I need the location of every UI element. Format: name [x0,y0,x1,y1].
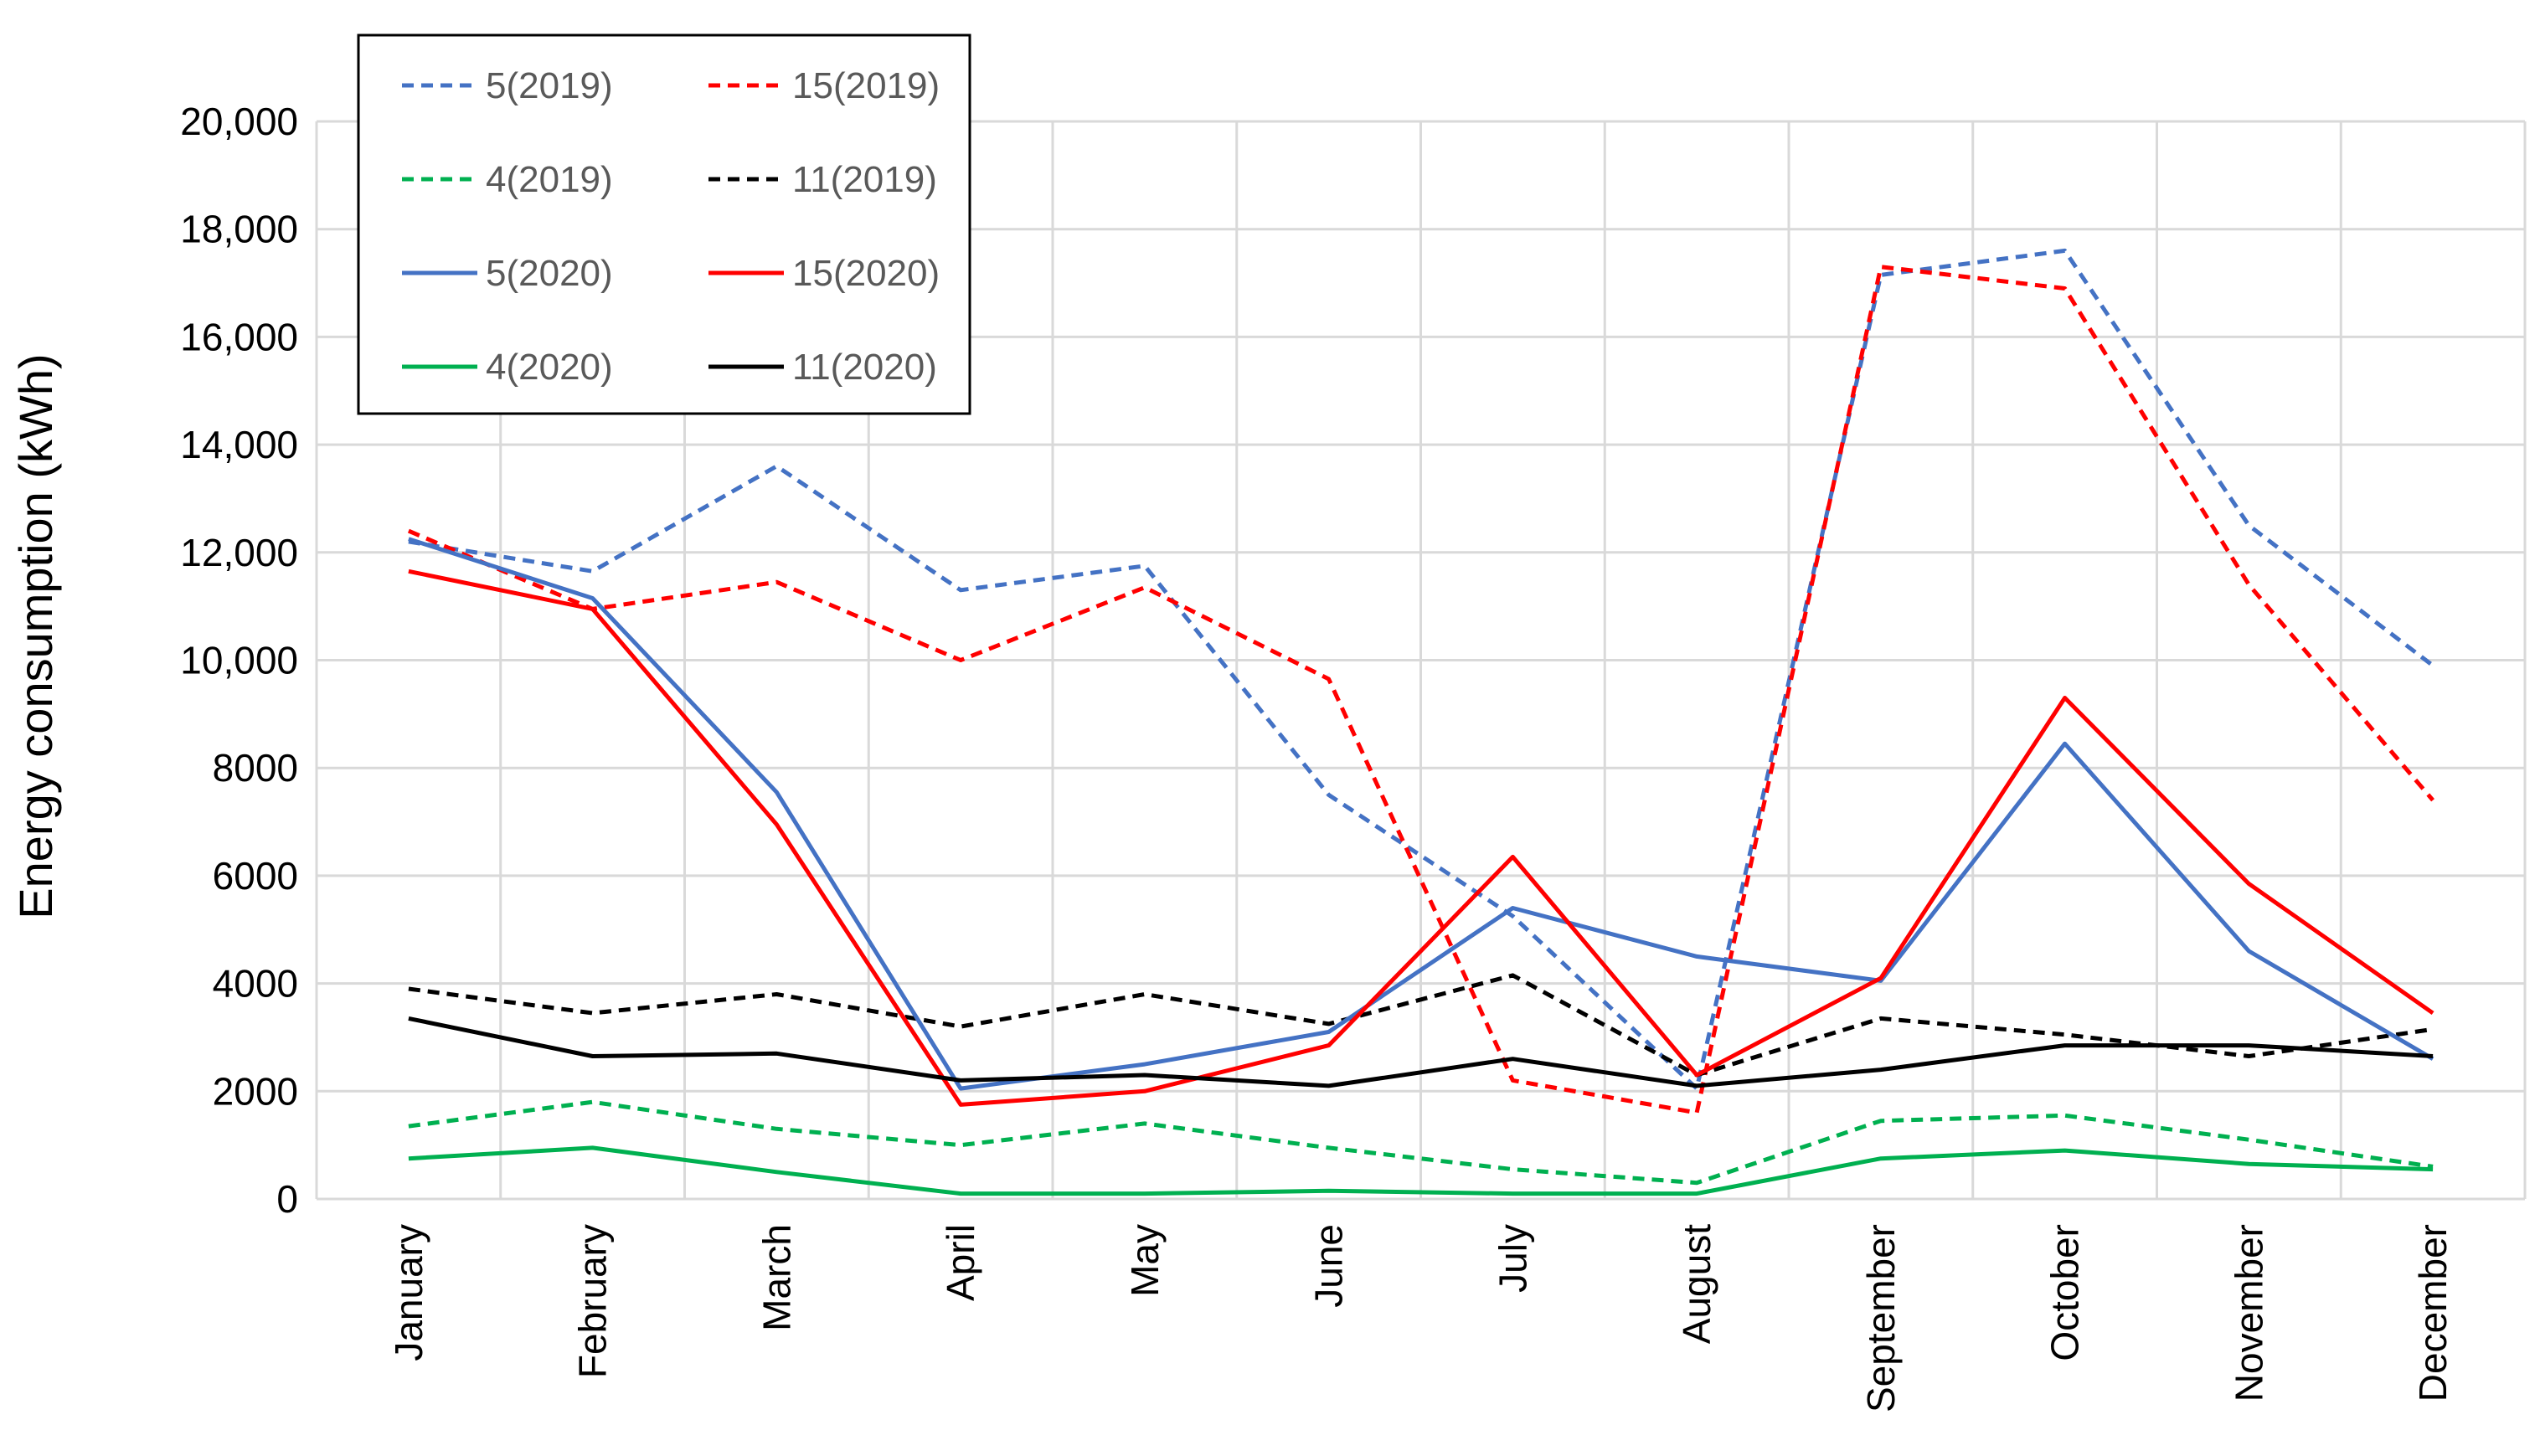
x-tick-label: July [1491,1224,1534,1293]
series-line-5(2020) [408,537,2434,1091]
y-axis-title: Energy consumption (kWh) [9,353,62,918]
legend-label: 11(2019) [792,159,937,200]
y-tick-label: 2000 [213,1069,298,1113]
y-tick-label: 16,000 [180,315,298,358]
legend-label: 4(2020) [486,347,613,388]
series-line-11(2019) [408,973,2434,1078]
x-tick-label: May [1123,1224,1167,1297]
y-tick-label: 0 [276,1177,298,1221]
x-tick-label: June [1307,1224,1351,1308]
series-lines [407,248,2435,1196]
legend-label: 5(2019) [486,65,613,106]
y-tick-label: 4000 [213,962,298,1006]
x-tick-label: September [1859,1224,1903,1412]
legend-label: 4(2019) [486,159,613,200]
x-tick-label: February [571,1224,615,1378]
legend-label: 11(2020) [792,347,937,388]
legend-label: 5(2020) [486,253,613,294]
x-tick-labels: January February March April May June July Augu… [387,1224,2455,1412]
y-tick-label: 20,000 [180,100,298,143]
y-tick-label: 6000 [213,854,298,898]
y-tick-label: 18,000 [180,208,298,251]
x-tick-label: April [939,1224,982,1301]
series-line-5(2019) [408,248,2434,1091]
x-tick-label: December [2411,1224,2455,1402]
legend: 5(2019) 15(2019) 4(2019) 11(2019) 5(2020) 15(… [357,33,971,415]
series-line-15(2020) [408,569,2434,1107]
x-tick-label: November [2227,1224,2270,1402]
x-tick-label: October [2043,1224,2087,1361]
x-tick-label: January [387,1224,430,1361]
y-tick-label: 14,000 [180,423,298,466]
y-tick-label: 10,000 [180,639,298,682]
series-line-4(2020) [408,1145,2434,1196]
x-tick-label: August [1675,1224,1718,1344]
legend-label: 15(2020) [792,253,940,294]
x-tick-label: March [755,1224,798,1331]
series-line-15(2019) [407,265,2435,1115]
y-tick-labels: 0 2000 4000 6000 8000 10,000 12,000 14,000 16,00… [180,100,298,1221]
series-line-4(2019) [408,1099,2434,1186]
axes [315,121,2525,1201]
y-tick-label: 8000 [213,746,298,790]
series-line-11(2020) [408,1016,2434,1088]
y-tick-label: 12,000 [180,531,298,574]
legend-label: 15(2019) [792,65,940,106]
legend-box [357,33,971,415]
